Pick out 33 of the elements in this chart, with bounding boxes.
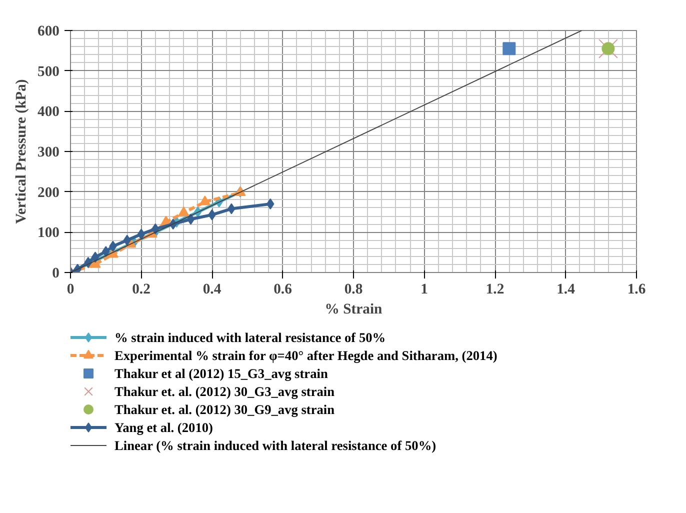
y-tick-label: 100: [38, 225, 60, 242]
legend-label: Yang et al. (2010): [114, 420, 213, 435]
x-tick-label: 0.8: [344, 282, 363, 298]
y-tick-label: 400: [38, 104, 60, 120]
legend-label: Thakur et. al. (2012) 30_G3_avg strain: [114, 384, 336, 399]
point: [502, 42, 516, 56]
point: [602, 42, 615, 56]
x-tick-label: 0.4: [202, 282, 222, 298]
y-tick-label: 200: [38, 184, 60, 201]
y-tick-label: 600: [38, 24, 60, 40]
point: [186, 214, 195, 225]
x-tick-label: 1.2: [486, 282, 504, 298]
y-axis-title: Vertical Pressure (kPa): [14, 79, 30, 224]
point: [598, 38, 618, 58]
legend-label: Linear (% strain induced with lateral resistance of 50%): [114, 438, 436, 453]
x-tick-label: 1.4: [556, 282, 576, 298]
point: [91, 252, 100, 263]
point: [137, 228, 146, 240]
legend-label: Thakur et al (2012) 15_G3_avg strain: [114, 366, 328, 381]
x-axis-title: % Strain: [324, 302, 382, 318]
y-tick-label: 500: [38, 64, 60, 80]
x-tick-label: 1: [420, 282, 428, 298]
legend-label: Experimental % strain for φ=40° after Hegde and Sitharam, (2014): [114, 348, 498, 363]
x-tick-label: 1.6: [627, 282, 646, 298]
x-tick-label: 0.2: [132, 282, 150, 298]
point: [199, 196, 210, 206]
legend-label: % strain induced with lateral resistance of 50%: [114, 330, 386, 345]
x-tick-label: 0: [66, 282, 74, 298]
x-tick-label: 0.6: [274, 282, 292, 298]
y-tick-label: 0: [52, 266, 60, 282]
point: [178, 206, 190, 216]
legend-label: Thakur et. al. (2012) 30_G9_avg strain: [114, 402, 336, 417]
y-tick-label: 300: [38, 144, 60, 160]
